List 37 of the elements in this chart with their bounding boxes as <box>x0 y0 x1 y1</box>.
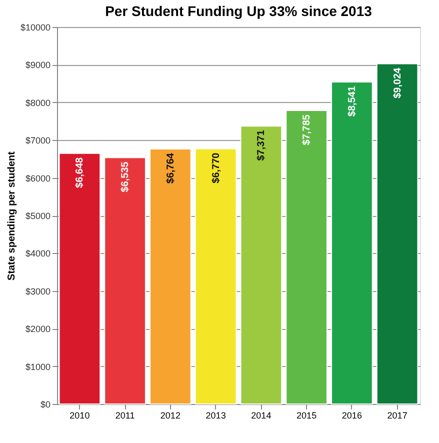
y-tick-label: $2000 <box>25 324 50 334</box>
y-tick-label: $8000 <box>25 98 50 108</box>
bar <box>376 63 418 404</box>
bar <box>150 148 192 404</box>
x-tick-label: 2013 <box>206 410 226 420</box>
data-label: $6,770 <box>210 152 222 184</box>
y-tick-label: $5000 <box>25 211 50 221</box>
bar <box>104 157 146 404</box>
y-tick-label: $0 <box>40 400 50 410</box>
bar <box>194 148 237 404</box>
x-tick-label: 2017 <box>387 410 408 420</box>
data-label: $6,764 <box>165 152 176 184</box>
bar <box>286 110 328 404</box>
x-tick-label: 2015 <box>296 410 317 420</box>
y-tick-label: $4000 <box>25 248 50 259</box>
data-label: $8,541 <box>346 86 358 117</box>
data-label: $6,648 <box>74 156 86 188</box>
y-tick-label: $3000 <box>25 286 50 296</box>
bar <box>331 82 373 404</box>
data-label: $6,535 <box>120 161 132 192</box>
chart-title: Per Student Funding Up 33% since 2013 <box>105 3 372 19</box>
y-tick-label: $1000 <box>25 362 50 372</box>
bar <box>240 126 282 404</box>
data-label: $9,024 <box>392 67 404 98</box>
x-tick-label: 2012 <box>160 410 180 420</box>
bar <box>58 152 101 404</box>
x-tick-label: 2010 <box>70 410 90 420</box>
data-label: $7,371 <box>256 130 268 161</box>
x-tick-label: 2011 <box>115 410 135 420</box>
x-tick-label: 2014 <box>251 410 272 420</box>
y-tick-label: $10000 <box>20 22 50 32</box>
data-label: $7,785 <box>302 114 313 146</box>
y-axis-title: State spending per student <box>6 150 18 280</box>
y-tick-label: $6000 <box>25 173 50 184</box>
y-tick-label: $9000 <box>25 60 50 70</box>
x-tick-label: 2016 <box>342 410 362 420</box>
y-tick-label: $7000 <box>25 136 50 146</box>
